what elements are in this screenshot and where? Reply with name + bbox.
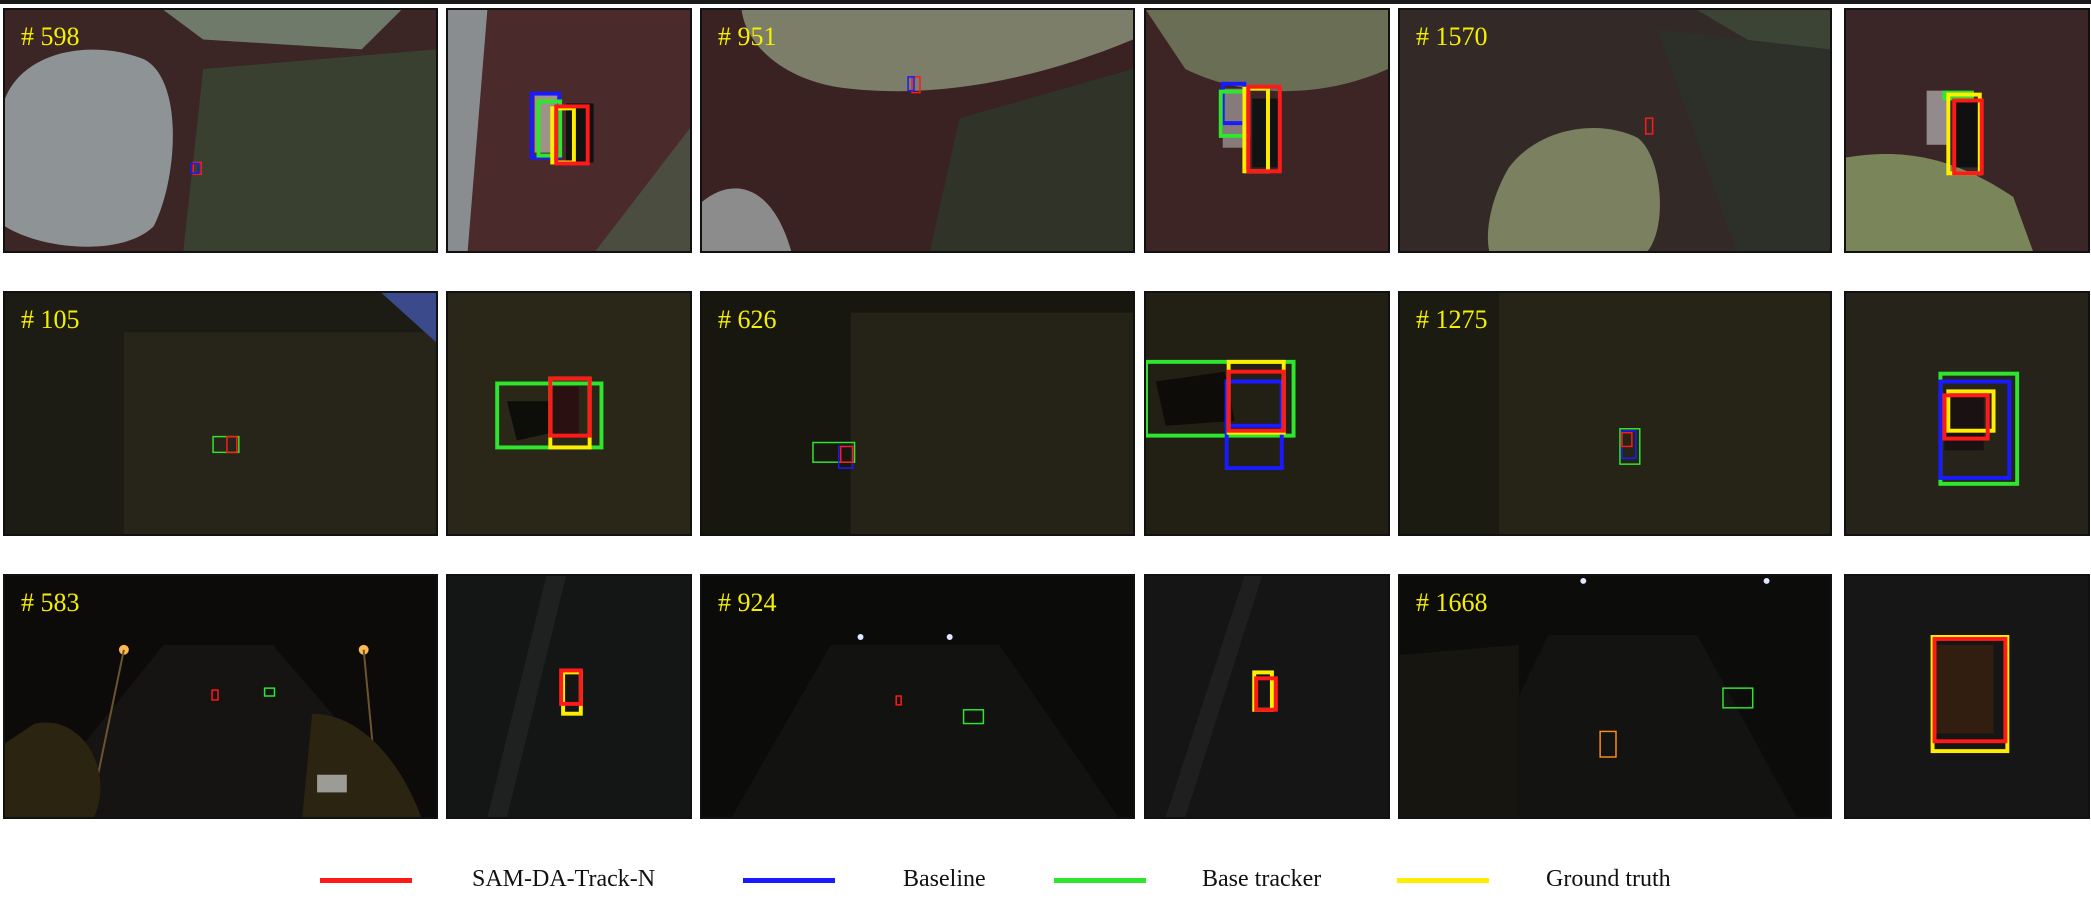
legend-line-baseline: [743, 878, 835, 883]
legend-label-base-tracker: Base tracker: [1202, 866, 1322, 892]
frame-number-label: # 598: [21, 22, 80, 51]
frame-number-label: # 583: [21, 588, 80, 617]
frame-number-label: # 626: [718, 305, 777, 334]
legend-line-ground-truth: [1397, 878, 1489, 883]
frame-1668-wide: # 1668: [1398, 574, 1832, 819]
frame-number-label: # 1570: [1416, 22, 1488, 51]
frame-626-wide: # 626: [700, 291, 1135, 536]
legend-label-ground-truth: Ground truth: [1546, 866, 1671, 892]
frame-583-wide: # 583: [3, 574, 438, 819]
frame-number-label: # 951: [718, 22, 777, 51]
frame-626-zoom: [1144, 291, 1390, 536]
legend-label-sam-da-track-n: SAM-DA-Track-N: [472, 866, 656, 892]
frame-number-label: # 924: [718, 588, 777, 617]
legend-line-sam-da-track-n: [320, 878, 412, 883]
frame-105-wide: # 105: [3, 291, 438, 536]
frame-1668-zoom: [1844, 574, 2090, 819]
top-border-line: [0, 0, 2091, 4]
frame-number-label: # 1668: [1416, 588, 1488, 617]
frame-number-label: # 105: [21, 305, 80, 334]
frame-951-wide: # 951: [700, 8, 1135, 253]
frame-924-wide: # 924: [700, 574, 1135, 819]
frame-924-zoom: [1144, 574, 1390, 819]
frame-105-zoom: [446, 291, 692, 536]
frame-1275-zoom: [1844, 291, 2090, 536]
legend: SAM-DA-Track-N Baseline Base tracker Gro…: [0, 858, 2091, 898]
frame-1570-wide: # 1570: [1398, 8, 1832, 253]
legend-line-base-tracker: [1054, 878, 1146, 883]
frame-598-zoom: [446, 8, 692, 253]
frame-951-zoom: [1144, 8, 1390, 253]
frame-583-zoom: [446, 574, 692, 819]
frame-1275-wide: # 1275: [1398, 291, 1832, 536]
frame-1570-zoom: [1844, 8, 2090, 253]
frame-number-label: # 1275: [1416, 305, 1488, 334]
frame-598-wide: # 598: [3, 8, 438, 253]
legend-label-baseline: Baseline: [903, 866, 986, 892]
